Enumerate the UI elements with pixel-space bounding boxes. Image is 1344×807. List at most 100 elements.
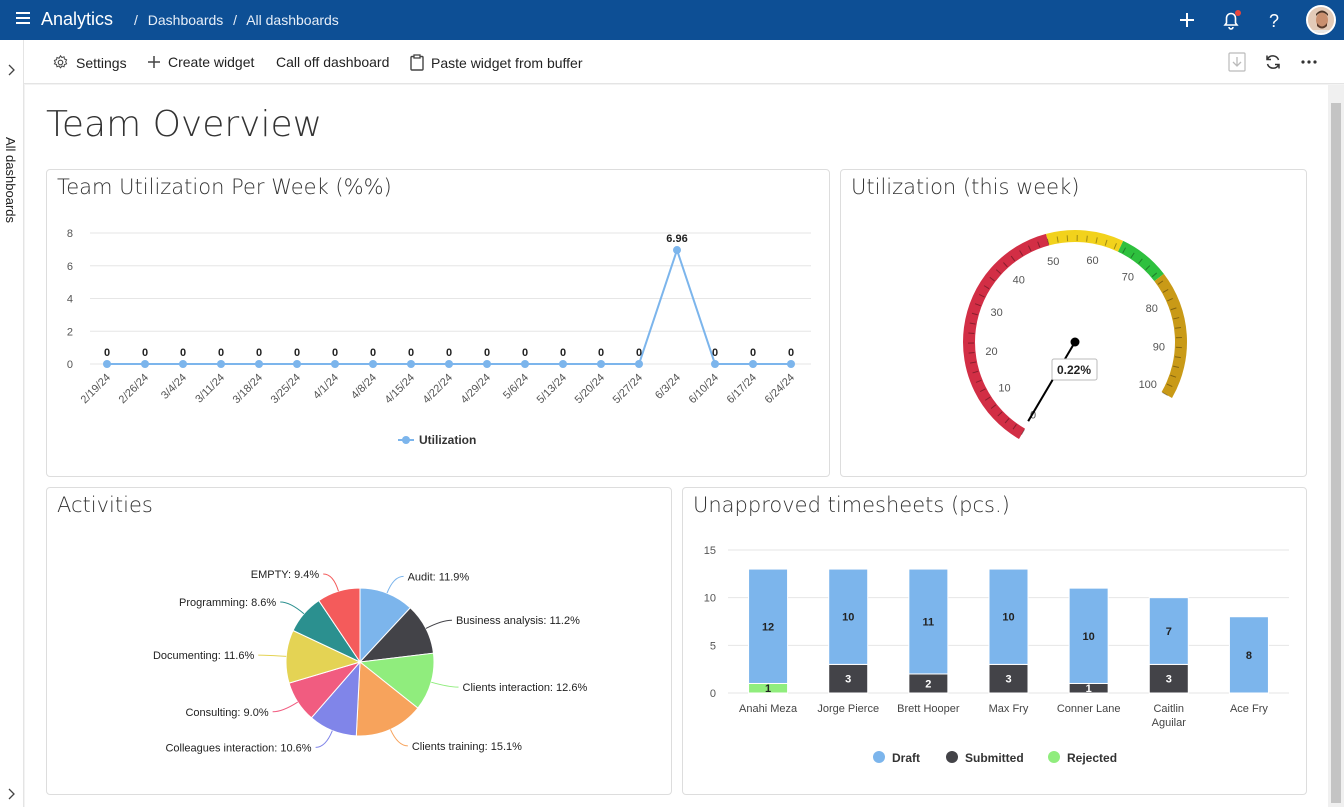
menu-icon[interactable] bbox=[16, 12, 30, 26]
pie-connector bbox=[315, 730, 333, 748]
gauge-tick-label: 10 bbox=[998, 383, 1010, 395]
data-label: 0 bbox=[788, 347, 794, 359]
page-title: Team Overview bbox=[46, 104, 323, 145]
legend-label: Rejected bbox=[1067, 751, 1117, 765]
gauge-minor-tick bbox=[989, 276, 995, 282]
data-point bbox=[673, 246, 681, 255]
pie-connector bbox=[280, 601, 305, 615]
paste-widget-label: Paste widget from buffer bbox=[431, 54, 583, 71]
x-tick-label: Jorge Pierce bbox=[817, 703, 879, 715]
gauge-minor-tick bbox=[1012, 424, 1017, 430]
gauge-minor-tick bbox=[1113, 243, 1117, 250]
gauge-minor-tick bbox=[968, 332, 975, 335]
data-point bbox=[445, 360, 453, 368]
data-label: 0 bbox=[408, 347, 414, 359]
bar-data-label: 7 bbox=[1166, 626, 1172, 638]
data-label: 0 bbox=[750, 347, 756, 359]
widget-utilization-gauge[interactable]: Utilization (this week) 0 10 20 30 40 50 60 70 8… bbox=[840, 169, 1307, 477]
bar-segment bbox=[1148, 663, 1189, 694]
x-tick-label: 5/20/24 bbox=[573, 372, 607, 406]
gauge-minor-tick bbox=[1019, 250, 1024, 256]
top-bar: Analytics / Dashboards / All dashboards … bbox=[0, 0, 1344, 40]
x-tick-label: Max Fry bbox=[989, 703, 1029, 715]
gauge-tick-label: 30 bbox=[990, 307, 1002, 319]
x-tick-label: 2/26/24 bbox=[117, 372, 151, 406]
bar-segment bbox=[988, 663, 1029, 694]
data-point bbox=[483, 360, 491, 368]
refresh-icon[interactable] bbox=[1264, 53, 1282, 71]
app-name[interactable]: Analytics bbox=[41, 9, 114, 29]
gauge-minor-tick bbox=[983, 285, 990, 290]
settings-label: Settings bbox=[76, 54, 127, 71]
widget-team-utilization[interactable]: Team Utilization Per Week (%%) 0 2 4 6 8 0 2/1… bbox=[46, 169, 830, 477]
gauge-minor-tick bbox=[1170, 374, 1177, 378]
widget-unapproved-timesheets[interactable]: Unapproved timesheets (pcs.) 0 5 10 15 1 12 An… bbox=[682, 487, 1307, 795]
notifications-icon[interactable] bbox=[1219, 8, 1243, 32]
more-options-icon[interactable] bbox=[1301, 60, 1319, 64]
data-label: 0 bbox=[484, 347, 490, 359]
avatar[interactable] bbox=[1306, 5, 1336, 35]
gauge-minor-tick bbox=[1056, 236, 1059, 243]
chevron-right-icon[interactable] bbox=[7, 64, 17, 76]
create-widget-button[interactable]: Create widget bbox=[147, 54, 254, 70]
gauge-value-label: 0.22% bbox=[1057, 363, 1091, 377]
x-tick-label: 6/17/24 bbox=[725, 372, 759, 406]
pie-connector bbox=[258, 654, 287, 657]
x-tick-label: 5/27/24 bbox=[611, 372, 645, 406]
gauge-minor-tick bbox=[978, 293, 985, 298]
chevron-right-icon[interactable] bbox=[7, 788, 17, 800]
gauge-chart: 0 10 20 30 40 50 60 70 80 90 100 0.22% bbox=[963, 230, 1187, 439]
data-point bbox=[597, 360, 605, 368]
gauge-band bbox=[1154, 273, 1187, 398]
y-tick-label: 15 bbox=[704, 545, 716, 557]
widget-activities[interactable]: Activities Audit: 11.9% Business analysis… bbox=[46, 487, 672, 795]
y-tick-label: 4 bbox=[67, 294, 73, 306]
gauge-tick-label: 40 bbox=[1013, 275, 1025, 287]
pie-label: Clients interaction: 12.6% bbox=[463, 682, 588, 694]
gauge-value-box bbox=[1051, 358, 1098, 381]
sidebar-label[interactable]: All dashboards bbox=[3, 137, 18, 223]
gauge-minor-tick bbox=[1122, 247, 1127, 254]
download-icon[interactable] bbox=[1228, 52, 1246, 72]
breadcrumb-all-dashboards[interactable]: All dashboards bbox=[246, 12, 339, 28]
line-chart: 0 2 4 6 8 0 2/19/24 0 2/26/24 0 3/4/24 0 3/11/24 0 3/1… bbox=[67, 228, 811, 447]
bar-segment bbox=[828, 663, 869, 694]
data-label: 0 bbox=[712, 347, 718, 359]
bar-segment bbox=[1228, 616, 1269, 694]
gauge-tick-label: 70 bbox=[1122, 272, 1134, 284]
pie-connector bbox=[389, 729, 408, 747]
scrollbar-thumb[interactable] bbox=[1331, 103, 1341, 803]
call-off-dashboard-button[interactable]: Call off dashboard bbox=[276, 54, 389, 70]
gauge-minor-tick bbox=[1172, 365, 1180, 369]
gauge-minor-tick bbox=[968, 352, 975, 354]
pie-label: Clients training: 15.1% bbox=[412, 741, 522, 753]
y-tick-label: 8 bbox=[67, 228, 73, 240]
plus-icon[interactable] bbox=[1175, 8, 1199, 32]
plus-icon bbox=[148, 56, 160, 68]
data-point bbox=[217, 360, 225, 368]
bar-segment bbox=[828, 568, 869, 665]
pie-connector bbox=[386, 575, 404, 594]
bar-segment bbox=[908, 568, 949, 675]
gauge-tick-label: 0 bbox=[1030, 410, 1036, 422]
data-point bbox=[255, 360, 263, 368]
gauge-minor-tick bbox=[1104, 239, 1108, 246]
pie-label: Documenting: 11.6% bbox=[153, 650, 255, 662]
gauge-minor-tick bbox=[1174, 326, 1182, 329]
gauge-minor-tick bbox=[1010, 255, 1016, 262]
breadcrumb-dashboards[interactable]: Dashboards bbox=[147, 12, 224, 28]
data-label: 0 bbox=[560, 347, 566, 359]
pie-label: Business analysis: 11.2% bbox=[456, 615, 580, 627]
pie-label: Colleagues interaction: 10.6% bbox=[165, 742, 311, 754]
pie-label: EMPTY: 9.4% bbox=[251, 569, 320, 581]
bar-data-label: 3 bbox=[1166, 674, 1172, 686]
gauge-minor-tick bbox=[1037, 241, 1041, 248]
paste-widget-button[interactable]: Paste widget from buffer bbox=[410, 54, 582, 71]
settings-button[interactable]: Settings bbox=[52, 54, 127, 71]
pie-slice bbox=[358, 652, 435, 709]
help-icon[interactable]: ? bbox=[1262, 8, 1286, 32]
gauge-tick-label: 100 bbox=[1139, 379, 1157, 391]
gauge-minor-tick bbox=[1046, 238, 1050, 245]
vertical-scrollbar[interactable] bbox=[1328, 85, 1344, 807]
data-point bbox=[787, 360, 795, 368]
